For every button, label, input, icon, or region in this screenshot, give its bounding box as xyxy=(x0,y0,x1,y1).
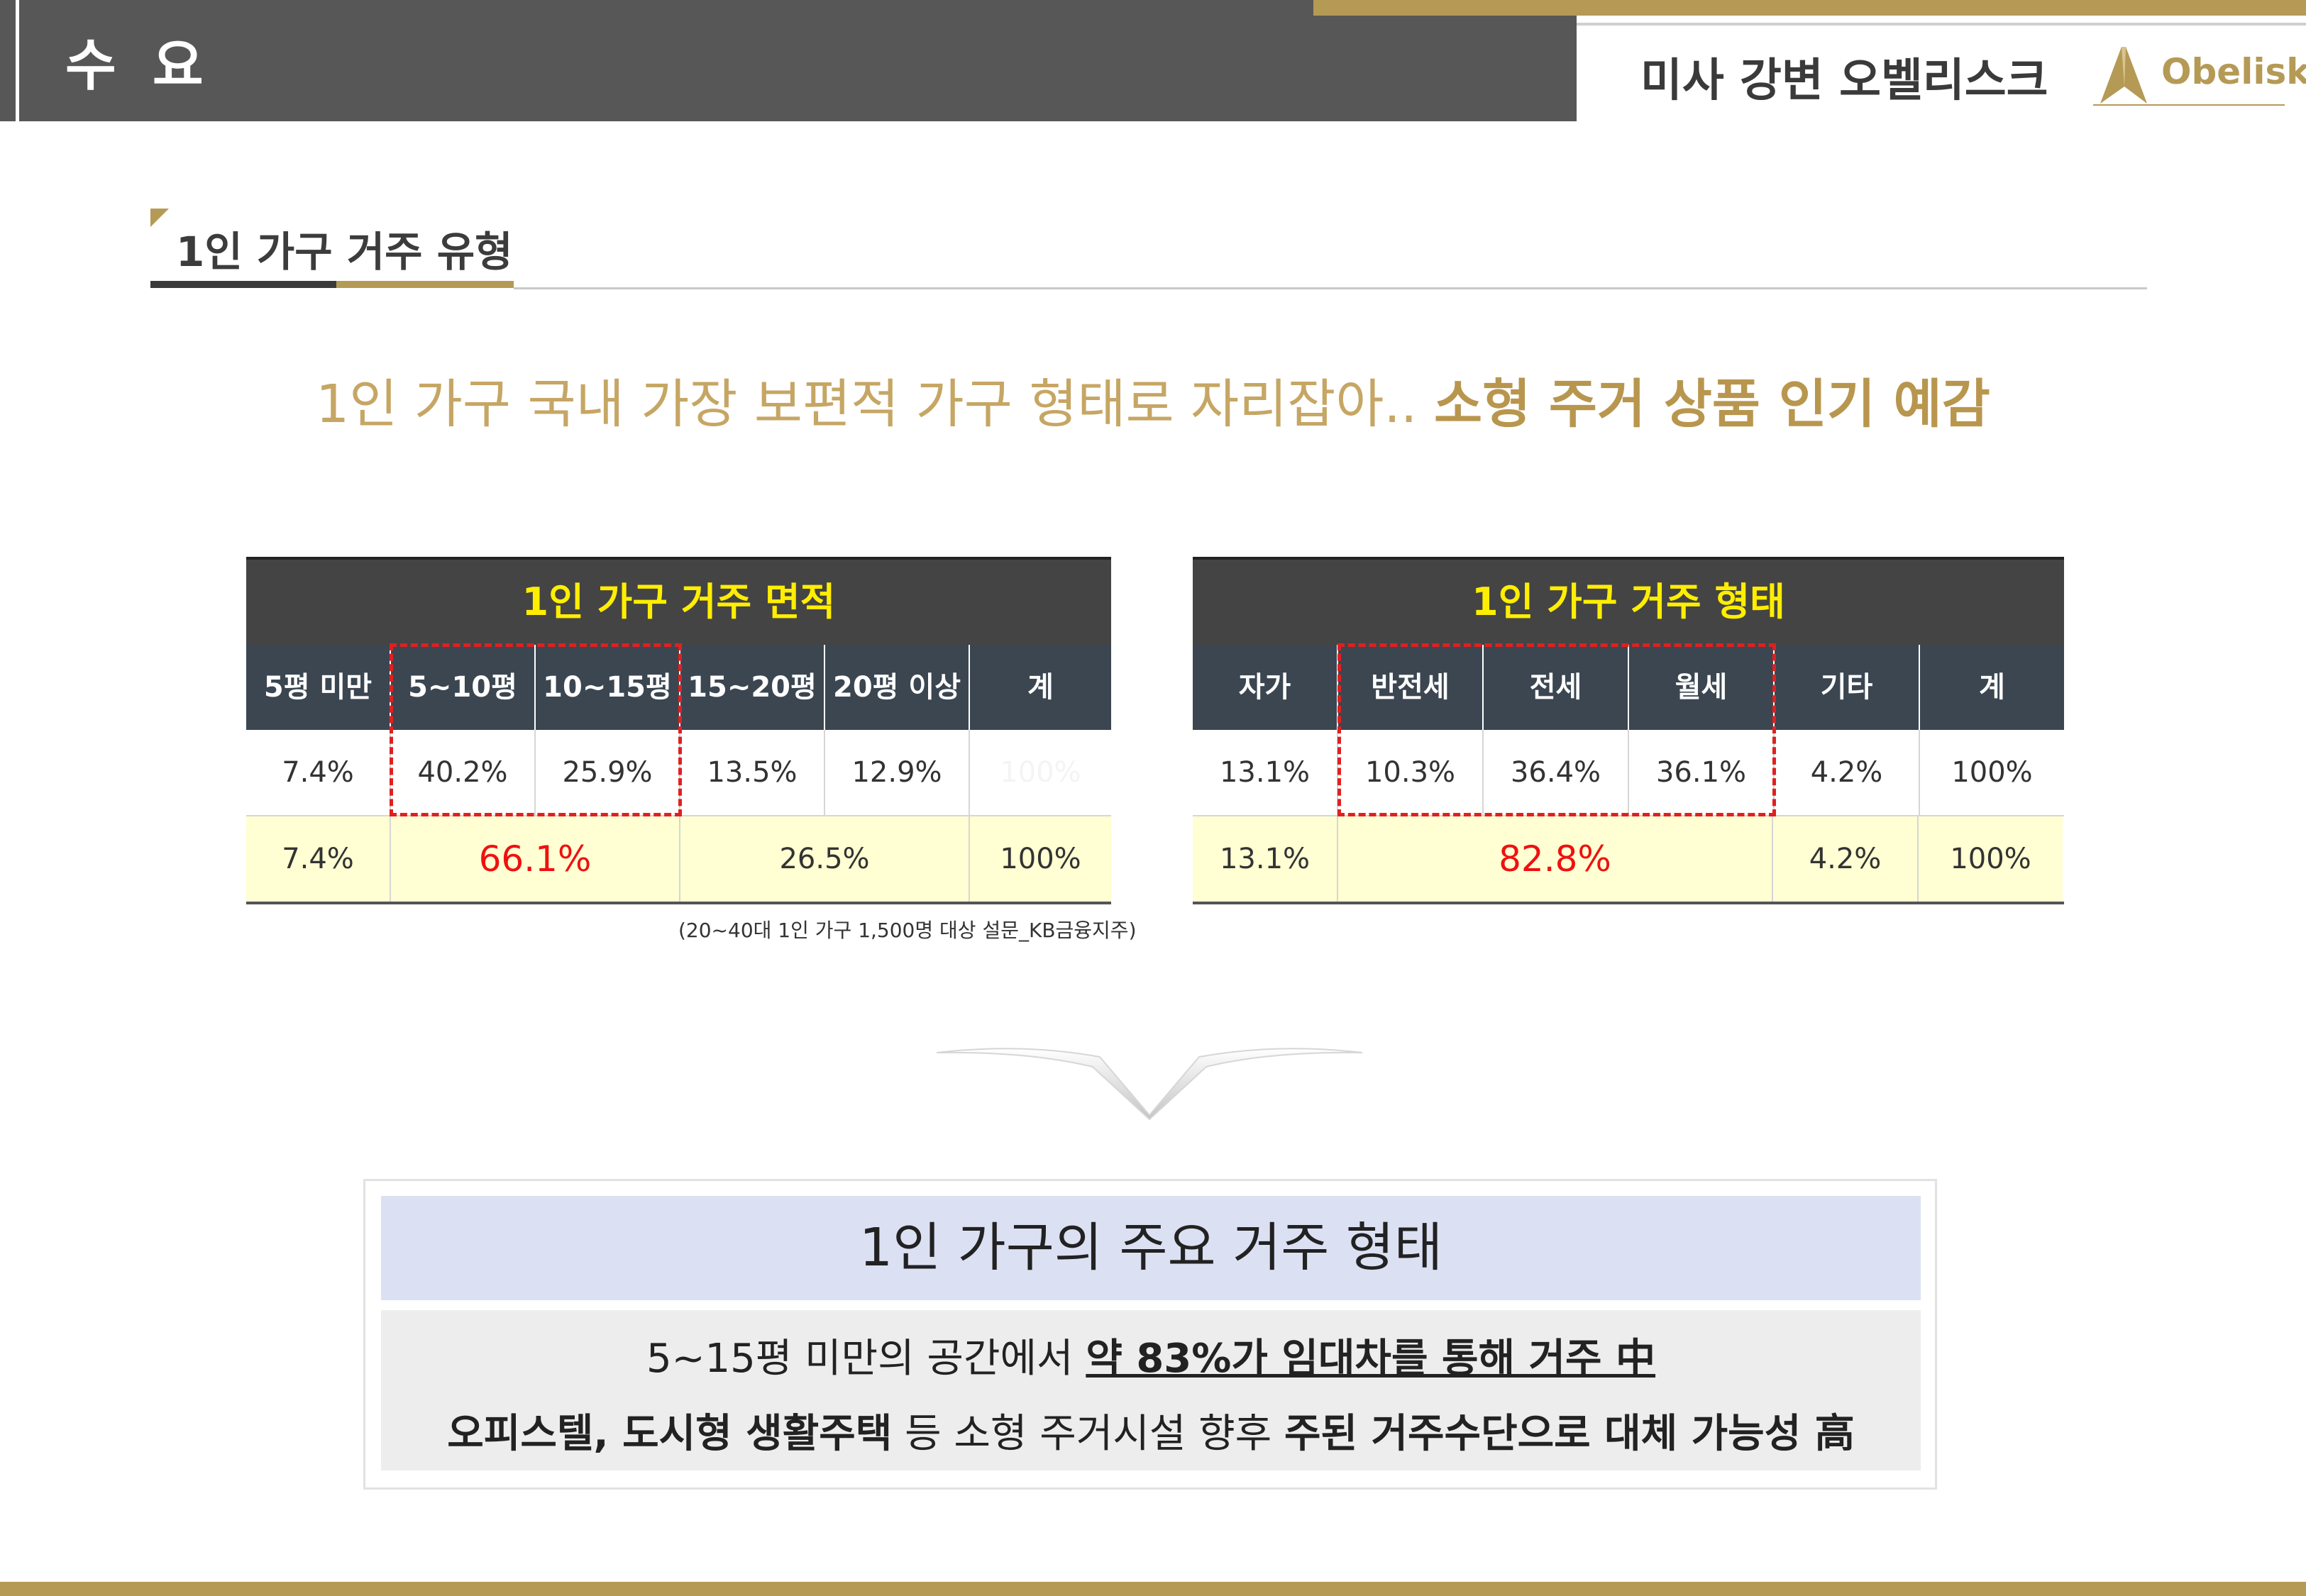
summary-line-1-text: 5~15평 미만의 공간에서 xyxy=(646,1336,1086,1382)
type-highlight-box xyxy=(1337,643,1776,816)
summary-line-2-text: 등 소형 주거시설 향후 xyxy=(892,1411,1284,1457)
type-value-cell: 13.1% xyxy=(1193,730,1338,816)
area-table-header-row: 5평 미만 5~10평 10~15평 15~20평 20평 이상 계 xyxy=(246,645,1111,730)
down-arrow-icon xyxy=(937,1048,1362,1121)
type-table: 1인 가구 거주 형태 자가 반전세 전세 월세 기타 계 13.1% 10.3… xyxy=(1193,557,2064,904)
type-value-cell: 36.4% xyxy=(1484,730,1629,816)
source-note: (20~40대 1인 가구 1,500명 대상 설문_KB금융지주) xyxy=(678,919,1137,942)
area-value-cell: 7.4% xyxy=(246,730,391,816)
type-value-cell: 4.2% xyxy=(1775,730,1920,816)
area-value-cell: 12.9% xyxy=(825,730,970,816)
type-sum-cell: 13.1% xyxy=(1193,816,1338,902)
summary-line-2: 오피스텔, 도시형 생활주택 등 소형 주거시설 향후 주된 거주수단으로 대체… xyxy=(381,1402,1921,1459)
headline-bold: 소형 주거 상품 인기 예감 xyxy=(1433,374,1990,435)
project-name: 미사 강변 오벨리스크 xyxy=(1640,55,2048,107)
area-value-cell: 100% xyxy=(970,730,1111,816)
type-table-title: 1인 가구 거주 형태 xyxy=(1193,557,2064,645)
section-rule xyxy=(514,287,2147,289)
summary-line-2-bold-1: 오피스텔, 도시형 생활주택 xyxy=(447,1411,893,1457)
type-sum-cell: 100% xyxy=(1919,816,2063,902)
area-header-cell: 10~15평 xyxy=(536,645,680,730)
area-header-cell: 5~10평 xyxy=(391,645,536,730)
area-header-cell: 계 xyxy=(970,645,1111,730)
type-sum-highlight: 82.8% xyxy=(1338,816,1773,902)
type-table-value-row: 13.1% 10.3% 36.4% 36.1% 4.2% 100% xyxy=(1193,730,2064,816)
type-sum-cell: 4.2% xyxy=(1773,816,1919,902)
area-highlight-box xyxy=(390,643,682,816)
area-value-cell: 40.2% xyxy=(391,730,536,816)
area-header-cell: 20평 이상 xyxy=(825,645,970,730)
type-header-cell: 기타 xyxy=(1775,645,1920,730)
section-underline-gold xyxy=(336,281,514,288)
area-table: 1인 가구 거주 면적 5평 미만 5~10평 10~15평 15~20평 20… xyxy=(246,557,1111,904)
area-sum-highlight: 66.1% xyxy=(391,816,680,902)
header-divider xyxy=(16,0,19,121)
section-title: 1인 가구 거주 유형 xyxy=(176,228,513,276)
summary-line-1: 5~15평 미만의 공간에서 약 83%가 임대차를 통해 거주 中 xyxy=(381,1326,1921,1384)
area-header-cell: 5평 미만 xyxy=(246,645,391,730)
logo-text: Obelisk xyxy=(2161,51,2306,92)
area-sum-cell: 100% xyxy=(970,816,1111,902)
header-gold-stripe xyxy=(1313,0,2306,16)
obelisk-logo-icon xyxy=(2093,47,2285,106)
section-label: 수 요 xyxy=(65,34,212,98)
type-header-cell: 반전세 xyxy=(1338,645,1484,730)
area-sum-cell: 7.4% xyxy=(246,816,391,902)
area-table-title: 1인 가구 거주 면적 xyxy=(246,557,1111,645)
summary-body xyxy=(381,1310,1921,1470)
summary-line-2-bold-2: 주된 거주수단으로 대체 가능성 高 xyxy=(1284,1411,1855,1457)
type-header-cell: 자가 xyxy=(1193,645,1338,730)
type-value-cell: 10.3% xyxy=(1338,730,1484,816)
summary-line-1-emphasis: 약 83%가 임대차를 통해 거주 中 xyxy=(1086,1336,1656,1382)
type-value-cell: 36.1% xyxy=(1629,730,1775,816)
type-header-cell: 계 xyxy=(1920,645,2064,730)
header-thin-rule xyxy=(1577,23,2306,26)
area-sum-cell: 26.5% xyxy=(680,816,970,902)
header-bar xyxy=(0,0,1577,121)
type-table-header-row: 자가 반전세 전세 월세 기타 계 xyxy=(1193,645,2064,730)
footer-gold-bar xyxy=(0,1582,2306,1596)
area-table-value-row: 7.4% 40.2% 25.9% 13.5% 12.9% 100% xyxy=(246,730,1111,816)
area-header-cell: 15~20평 xyxy=(680,645,825,730)
area-table-sum-row: 7.4% 66.1% 26.5% 100% xyxy=(246,816,1111,904)
type-table-sum-row: 13.1% 82.8% 4.2% 100% xyxy=(1193,816,2064,904)
section-underline-dark xyxy=(150,281,336,288)
summary-title: 1인 가구의 주요 거주 형태 xyxy=(381,1196,1921,1300)
type-value-cell: 100% xyxy=(1920,730,2064,816)
type-header-cell: 전세 xyxy=(1484,645,1629,730)
headline-normal: 1인 가구 국내 가장 보편적 가구 형태로 자리잡아.. xyxy=(316,374,1434,435)
headline: 1인 가구 국내 가장 보편적 가구 형태로 자리잡아.. 소형 주거 상품 인… xyxy=(0,362,2306,438)
section-marker-icon xyxy=(150,209,169,227)
area-value-cell: 13.5% xyxy=(680,730,825,816)
